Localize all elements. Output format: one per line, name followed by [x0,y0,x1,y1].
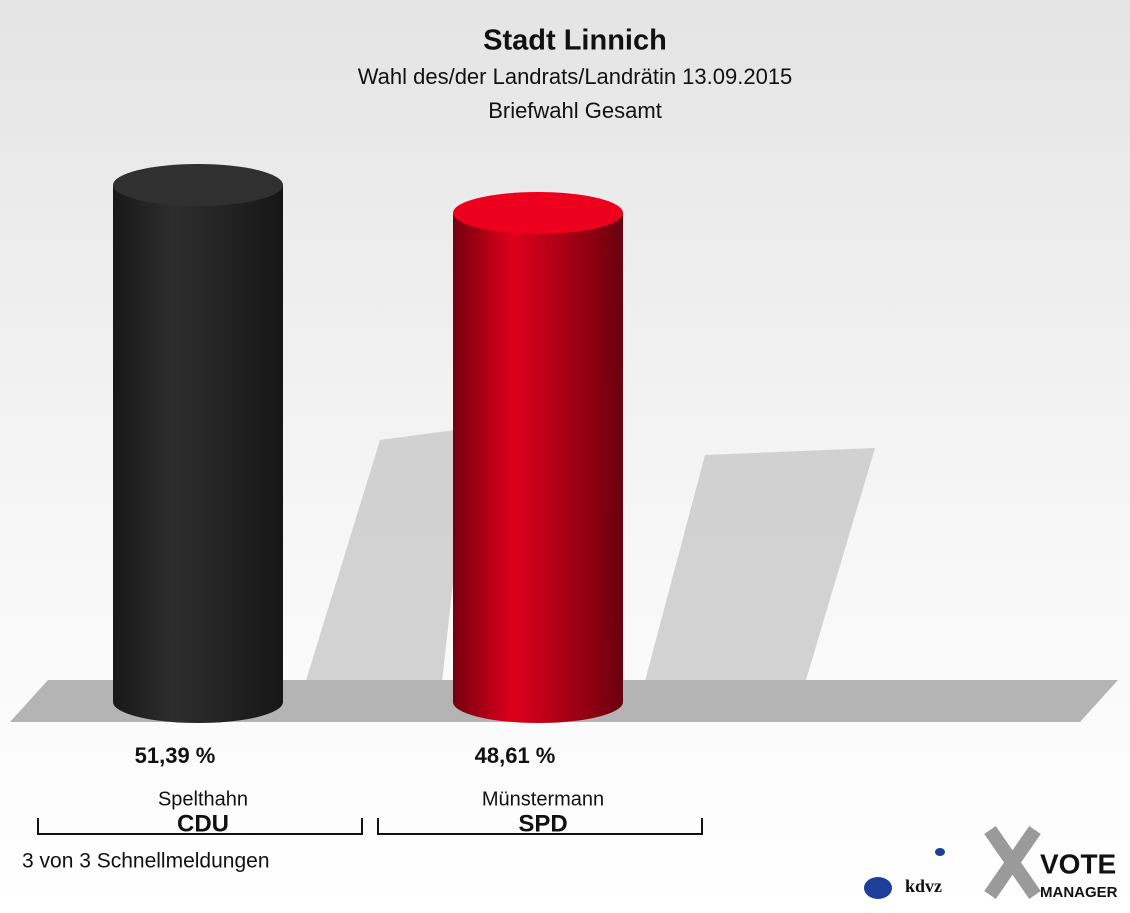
bracket [377,818,703,835]
party-label: CDU [177,810,229,837]
bar-top [113,164,283,206]
category-label: Münstermann [482,788,604,810]
bar [113,185,283,723]
footer: 3 von 3 Schnellmeldungen [22,850,270,873]
shadow [640,448,875,700]
party-label: SPD [518,810,567,837]
logo-sphere [935,848,945,856]
logo-text: kdvz [905,876,942,896]
logo-text: MANAGER [1040,884,1118,901]
logo-text: VOTE [1040,848,1116,879]
chart-subtitle: Briefwahl Gesamt [488,98,662,123]
chart-title: Stadt Linnich [483,25,667,57]
category-label: Spelthahn [158,788,248,810]
logo-cross [984,826,1041,899]
bar-top [453,191,623,234]
logo-sphere [864,877,892,899]
value-label: 48,61 % [475,743,556,768]
bracket [37,818,363,835]
shadow [300,428,470,700]
logo: kdvz VOTE MANAGER [864,826,1118,901]
bar [453,212,623,723]
chart-subtitle: Wahl des/der Landrats/Landrätin 13.09.20… [358,64,793,89]
value-label: 51,39 % [135,743,216,768]
